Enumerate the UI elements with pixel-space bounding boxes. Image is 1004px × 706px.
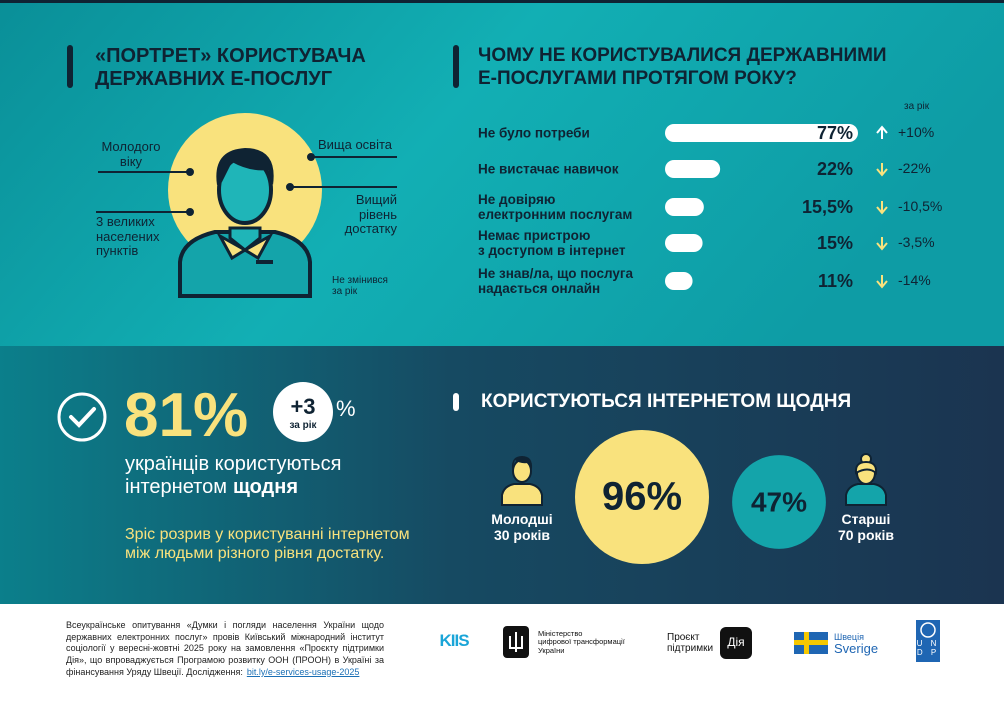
logo-undp: U N D P — [916, 639, 940, 657]
change-period: за рік — [289, 420, 317, 431]
bar — [665, 234, 703, 252]
logo-kiis: KIIS — [439, 631, 469, 650]
change-label: -14% — [898, 272, 931, 289]
trait-label: 3 великих населених пунктів — [96, 214, 160, 259]
stat-text: інтернетом — [125, 476, 227, 498]
section-title: «ПОРТРЕТ» КОРИСТУВАЧА — [95, 45, 366, 67]
bar — [665, 198, 704, 216]
young-icon — [501, 456, 543, 506]
category-label: Не було потреби — [478, 125, 590, 141]
bottom-panel — [0, 346, 1004, 604]
change-arrow — [876, 201, 888, 215]
trait-label: Вища освіта — [317, 137, 393, 152]
stat-text: українців користуються — [125, 453, 342, 475]
bar — [665, 124, 858, 142]
title-bar — [453, 393, 459, 411]
footer-link[interactable]: bit.ly/e-services-usage-2025 — [246, 666, 360, 677]
top-border — [0, 0, 1004, 3]
title-bar — [453, 45, 459, 88]
footer-panel — [0, 604, 1004, 706]
logo-diia: Дія — [727, 635, 745, 649]
change-header: за рік — [904, 101, 930, 112]
stat-text: інтернетом щодня — [125, 476, 298, 498]
category-label: Не знав/ла, що послуга надається онлайн — [478, 265, 633, 296]
change-value: +3 — [290, 394, 316, 419]
value-label: 15,5% — [801, 196, 853, 217]
value-label: 11% — [817, 270, 853, 291]
check-mark — [69, 407, 96, 428]
value-label: 22% — [816, 158, 853, 179]
title-bar — [67, 45, 73, 88]
logo-project: Проєкт підтримки — [667, 632, 714, 655]
chart-title: Е-ПОСЛУГАМИ ПРОТЯГОМ РОКУ? — [478, 68, 797, 89]
check-circle — [57, 392, 107, 442]
portrait-icon — [168, 113, 322, 298]
category-label: Не вистачає навичок — [478, 161, 619, 177]
elder-icon — [845, 453, 887, 506]
category-label: Не довіряю електронним послугам — [478, 191, 633, 222]
category-label: Молодші 30 років — [491, 511, 553, 543]
note: Зріс розрив у користуванні інтернетом — [125, 526, 410, 543]
value-label: 15% — [816, 232, 853, 253]
logo-shapes — [503, 620, 940, 662]
change-arrow — [876, 125, 888, 139]
change-label: -3,5% — [898, 234, 935, 251]
change-label: -22% — [898, 160, 931, 177]
footer-text: Всеукраїнське опитування «Думки і погляд… — [66, 620, 384, 677]
big-stat: 81% — [124, 381, 249, 450]
footer-text: Всеукраїнське опитування «Думки і погляд… — [66, 620, 384, 678]
change-arrow — [876, 163, 888, 177]
logo-sverige: Sverige — [834, 641, 879, 656]
change-label: +10% — [898, 124, 935, 141]
category-label: Старші 70 років — [837, 511, 895, 543]
stat-emphasis: щодня — [232, 476, 298, 498]
bubble — [575, 430, 709, 564]
bubble — [732, 455, 826, 549]
note: Не змінився за рік — [332, 275, 388, 298]
trait-label: Молодого віку — [101, 139, 161, 169]
trait-lines — [96, 153, 397, 216]
value-label: 96% — [601, 474, 683, 519]
logo-sweden: Швеція — [834, 632, 864, 642]
note: між людьми різного рівня достатку. — [125, 545, 385, 562]
bar — [665, 272, 693, 290]
chart-title: ЧОМУ НЕ КОРИСТУВАЛИСЯ ДЕРЖАВНИМИ — [478, 45, 887, 66]
trait-label: Вищий рівень достатку — [344, 192, 397, 237]
change-arrow — [876, 275, 888, 289]
section-title: ДЕРЖАВНИХ Е-ПОСЛУГ — [95, 68, 333, 90]
change-unit: % — [336, 396, 356, 421]
change-circle — [273, 382, 333, 442]
logo-ministry: Міністерство цифрової трансформації Укра… — [538, 629, 625, 655]
bar — [665, 160, 721, 178]
value-label: 47% — [750, 486, 808, 518]
value-label: 77% — [816, 122, 853, 143]
category-label: Немає пристрою з доступом в інтернет — [478, 227, 626, 258]
chart-title: КОРИСТУЮТЬСЯ ІНТЕРНЕТОМ ЩОДНЯ — [481, 391, 852, 412]
change-label: -10,5% — [898, 198, 943, 215]
change-arrow — [876, 237, 888, 251]
